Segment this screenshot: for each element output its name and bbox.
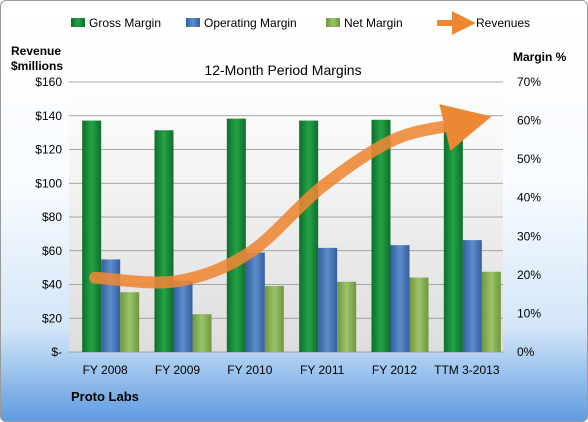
legend-swatch-net-margin [326,18,340,27]
y-right-tick-label: 0% [517,345,535,359]
bar-operating-margin-fy-2010 [245,252,265,352]
y-right-tick-label: 30% [517,229,541,243]
company-name: Proto Labs [71,389,139,404]
bar-gross-margin-fy-2012 [371,119,391,352]
y-left-axis-label-line1: Revenue [11,44,61,58]
y-right-tick-label: 50% [517,152,541,166]
y-left-axis-label-line2: $millions [11,59,63,73]
x-tick-label-fy-2012: FY 2012 [372,363,417,377]
bar-net-margin-fy-2011 [337,281,357,352]
legend-swatch-operating-margin [186,18,200,27]
y-left-tick-label: $20 [42,311,62,325]
bar-net-margin-fy-2009 [192,314,212,352]
y-left-tick-label: $60 [42,244,62,258]
bar-net-margin-fy-2008 [120,292,140,352]
y-right-axis-label: Margin % [513,50,567,64]
bar-operating-margin-fy-2011 [318,247,338,352]
x-ticks: FY 2008 FY 2009 FY 2010 FY 2011 FY 2012 TTM 3… [83,363,500,377]
y-left-tick-label: $- [51,345,62,359]
y-right-tick-label: 20% [517,268,541,282]
bar-gross-margin-fy-2009 [154,130,174,352]
x-tick-label-fy-2010: FY 2010 [227,363,272,377]
revenue-line [89,104,492,289]
legend-label-operating-margin: Operating Margin [204,16,297,30]
legend-label-net-margin: Net Margin [344,16,403,30]
x-tick-label-fy-2011: FY 2011 [300,363,345,377]
bar-operating-margin-fy-2012 [390,245,410,352]
y-right-tick-label: 60% [517,114,541,128]
chart-title: 12-Month Period Margins [204,62,361,78]
bar-gross-margin-ttm-3-2013 [443,116,463,352]
y-left-tick-label: $120 [35,143,62,157]
y-left-tick-label: $80 [42,210,62,224]
y-right-tick-label: 70% [517,75,541,89]
y-right-ticks: 0% 10% 20% 30% 40% 50% 60% 70% [517,75,541,359]
bar-gross-margin-fy-2011 [299,120,319,352]
bar-operating-margin-fy-2009 [173,280,193,352]
legend-label-revenues: Revenues [476,16,530,30]
bar-net-margin-fy-2010 [264,286,284,352]
bar-net-margin-ttm-3-2013 [481,271,501,352]
bar-gross-margin-fy-2010 [226,118,246,353]
revenue-series [89,104,492,289]
legend-label-gross-margin: Gross Margin [89,16,161,30]
legend: Gross Margin Operating Margin Net Margin… [71,11,530,35]
x-tick-label-fy-2008: FY 2008 [83,363,128,377]
bars [82,116,501,353]
y-left-ticks: $- $20 $40 $60 $80 $100 $120 $140 $160 [35,75,62,359]
y-left-tick-label: $160 [35,75,62,89]
x-tick-label-ttm-3-2013: TTM 3-2013 [434,363,500,377]
y-right-tick-label: 10% [517,306,541,320]
bar-gross-margin-fy-2008 [82,120,102,352]
y-left-tick-label: $100 [35,176,62,190]
y-left-tick-label: $140 [35,109,62,123]
y-right-tick-label: 40% [517,191,541,205]
bar-net-margin-fy-2012 [409,277,429,352]
legend-swatch-gross-margin [71,18,85,27]
y-left-tick-label: $40 [42,278,62,292]
x-tick-label-fy-2009: FY 2009 [155,363,200,377]
bar-operating-margin-ttm-3-2013 [462,240,482,352]
